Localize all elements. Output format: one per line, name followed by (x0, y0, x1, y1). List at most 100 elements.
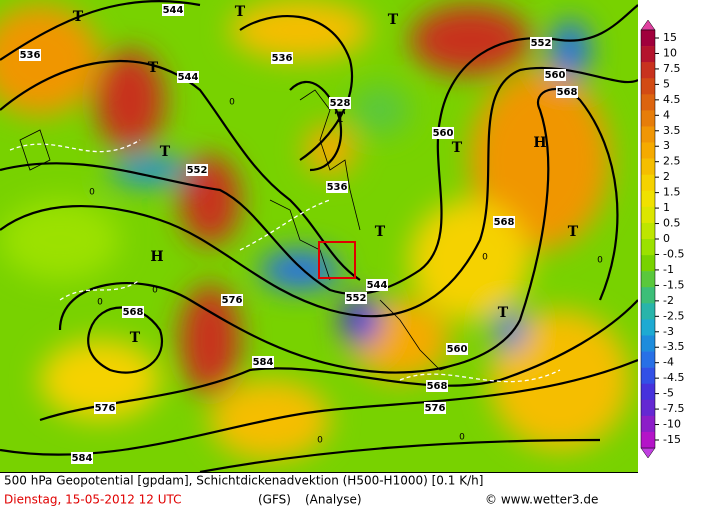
legend-swatch (641, 30, 655, 47)
legend-swatch (641, 271, 655, 288)
legend-swatch (641, 94, 655, 111)
legend-label: -1 (663, 263, 674, 276)
legend-swatch (641, 62, 655, 79)
legend-label: -2 (663, 294, 674, 307)
label-bg (493, 216, 515, 228)
contour-label: 584 (72, 453, 93, 464)
label-bg (426, 380, 448, 392)
legend-swatch (641, 206, 655, 224)
legend-swatch (641, 415, 655, 433)
legend-label: -0.5 (663, 247, 684, 260)
legend-swatch (641, 110, 655, 127)
legend-label: 2.5 (663, 155, 681, 168)
legend-swatch (641, 367, 655, 384)
legend-arrow-top (640, 19, 656, 31)
contour-label: 552 (187, 165, 208, 176)
pressure-center: H (150, 249, 163, 265)
legend-label: 3.5 (663, 124, 681, 137)
contour-label: 544 (178, 72, 199, 83)
legend-swatch (641, 287, 655, 304)
legend-swatch (641, 319, 655, 336)
label-bg (252, 356, 274, 368)
legend-swatch (641, 399, 655, 417)
legend-swatch (641, 142, 655, 159)
contour-label: 568 (557, 87, 578, 98)
pressure-center: T (452, 140, 463, 156)
legend-label: -3.5 (663, 340, 684, 353)
label-bg (424, 402, 446, 414)
pressure-center: T (335, 110, 346, 126)
legend-swatch (641, 126, 655, 143)
legend-swatch (641, 158, 655, 175)
legend-label: 3 (663, 139, 670, 152)
legend-label: -4 (663, 356, 674, 369)
footer-credit: © www.wetter3.de (485, 493, 598, 507)
legend-label: 0 (663, 232, 670, 245)
footer-run: (Analyse) (305, 493, 362, 507)
contour-label: 568 (123, 307, 144, 318)
contour-label: 0 (229, 98, 235, 108)
contour-label: 576 (425, 403, 446, 414)
legend-label: 2 (663, 170, 670, 183)
pressure-center: T (160, 144, 171, 160)
color-legend: 15 10 7.5 5 4.5 4 3.5 3 2.5 2 1.5 1 0.5 0 -0.5 -1 -1.5 -2… (640, 19, 684, 459)
legend-swatch (641, 239, 655, 256)
legend-swatch (641, 255, 655, 272)
legend-label: 10 (663, 46, 677, 59)
legend-label: -7.5 (663, 402, 684, 415)
legend-swatch (641, 222, 655, 240)
legend-label: 15 (663, 31, 677, 44)
pressure-center: T (568, 224, 579, 240)
legend-swatch (641, 46, 655, 63)
contour-label: 560 (545, 70, 566, 81)
legend-swatch (641, 78, 655, 95)
label-bg (326, 181, 348, 193)
label-bg (177, 71, 199, 83)
legend-swatch (641, 335, 655, 352)
contour-label: 560 (447, 344, 468, 355)
legend-swatch (641, 303, 655, 320)
contour-label: 0 (597, 256, 603, 266)
label-bg (71, 452, 93, 464)
label-bg (446, 343, 468, 355)
contour-label: 0 (459, 433, 465, 443)
contour-label: 544 (367, 280, 388, 291)
pressure-center: T (148, 60, 159, 76)
contour-label: 0 (97, 298, 103, 308)
contour-label: 0 (89, 188, 95, 198)
legend-swatch (641, 174, 655, 192)
contour-label: 536 (272, 53, 293, 64)
label-bg (556, 86, 578, 98)
pressure-center: T (130, 330, 141, 346)
label-bg (122, 306, 144, 318)
zero-contours (9, 139, 561, 383)
contour-label: 576 (95, 403, 116, 414)
pressure-center: H (533, 135, 546, 151)
contour-label: 568 (427, 381, 448, 392)
legend-label: -15 (663, 433, 681, 446)
coastlines (19, 89, 471, 371)
contour-label: 0 (152, 286, 158, 296)
label-bg (271, 52, 293, 64)
contour-label: 536 (20, 50, 41, 61)
pressure-center: T (498, 305, 509, 321)
label-bg (19, 49, 41, 61)
legend-label: 1.5 (663, 186, 681, 199)
legend-label: 0.5 (663, 217, 681, 230)
legend-label: -1.5 (663, 278, 684, 291)
legend-label: 4 (663, 108, 670, 121)
label-bg (186, 164, 208, 176)
footer-model: (GFS) (258, 493, 291, 507)
pressure-center: T (375, 224, 386, 240)
label-bg (544, 69, 566, 81)
legend-arrow-bottom (640, 447, 656, 459)
contour-label: 544 (163, 5, 184, 16)
focus-box (318, 241, 356, 279)
contour-label: 552 (531, 38, 552, 49)
label-bg (432, 127, 454, 139)
legend-swatch (641, 351, 655, 368)
legend-label: -2.5 (663, 309, 684, 322)
footer-title: 500 hPa Geopotential [gpdam], Schichtdic… (4, 474, 483, 488)
